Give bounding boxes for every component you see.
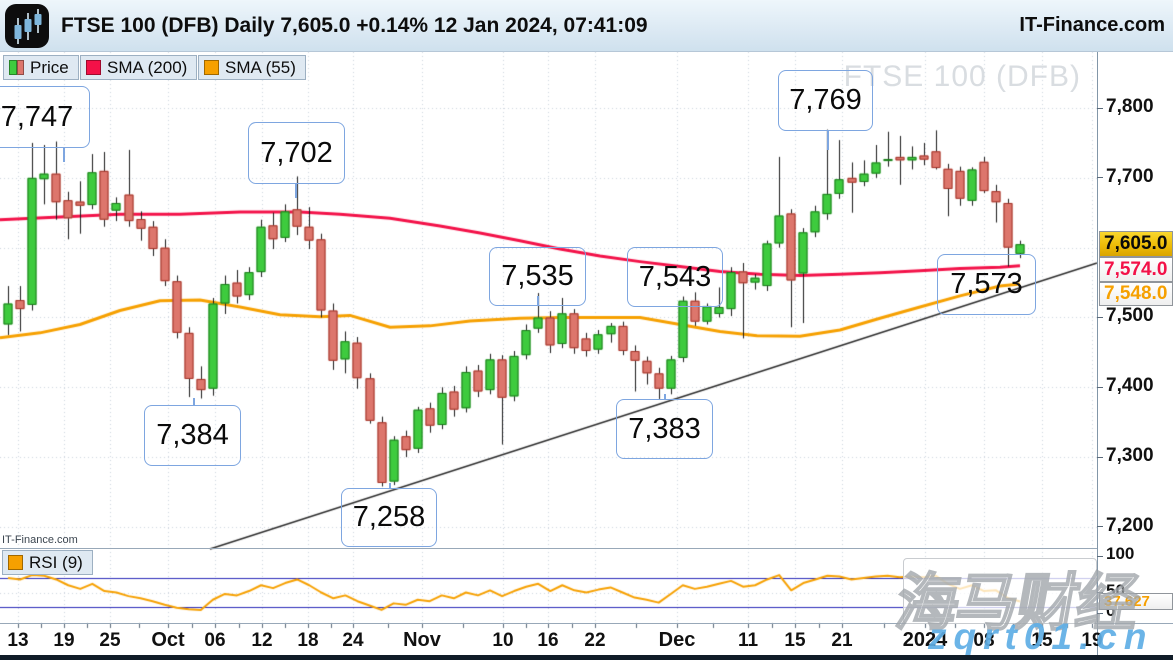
price-callout[interactable]: 7,573 [937, 254, 1036, 315]
price-callout[interactable]: 7,747 [0, 86, 90, 148]
legend-item-rsi[interactable]: RSI (9) [2, 550, 93, 575]
axis-tick [1097, 613, 1103, 614]
axis-tick [1097, 317, 1103, 318]
rsi-axis-label: 0 [1106, 601, 1116, 620]
time-axis-label: 10 [492, 630, 514, 651]
price-axis-label: 7,300 [1106, 445, 1154, 466]
price-axis-label: 7,800 [1106, 96, 1154, 117]
legend-item-price-swatch-icon [9, 60, 24, 75]
legend-item-rsi-swatch-icon [8, 555, 23, 570]
price-callout[interactable]: 7,543 [627, 247, 723, 307]
time-axis-label: 18 [297, 630, 319, 651]
price-axis-label: 7,700 [1106, 166, 1154, 187]
panel-divider-main-rsi[interactable] [0, 548, 1097, 549]
price-axis-line[interactable] [1097, 52, 1098, 656]
time-axis-label: 21 [831, 630, 853, 651]
sma200-value-badge: 7,574.0 [1099, 257, 1173, 282]
time-axis-label: 19 [1081, 630, 1103, 651]
time-axis-label: 16 [537, 630, 559, 651]
time-axis-label: 08 [973, 630, 995, 651]
time-axis-label: 06 [204, 630, 226, 651]
legend-item-sma200-label: SMA (200) [107, 57, 188, 77]
axis-tick [1097, 387, 1103, 388]
price-axis-label: 7,400 [1106, 375, 1154, 396]
url-watermark: zqrt01.cn [928, 616, 1154, 657]
price-axis-label: 7,500 [1106, 305, 1154, 326]
callout-leader-line [63, 148, 65, 162]
time-axis-label: 24 [342, 630, 364, 651]
time-axis-label: 12 [251, 630, 273, 651]
time-axis-label: 15 [784, 630, 806, 651]
time-axis-label: 22 [584, 630, 606, 651]
time-axis-label-major: 2024 [902, 629, 948, 651]
axis-tick [1097, 457, 1103, 458]
axis-tick [1097, 592, 1103, 593]
legend-item-sma55-label: SMA (55) [225, 57, 296, 77]
callout-leader-line [664, 394, 666, 400]
time-axis-label-major: Dec [658, 629, 696, 651]
time-axis-label: 19 [53, 630, 75, 651]
rsi-axis-label: 100 [1106, 544, 1135, 563]
site-watermark: IT-Finance.com [2, 534, 78, 546]
watermark-backdrop [903, 558, 1097, 624]
legend-item-sma55-swatch-icon [204, 60, 219, 75]
time-axis-label: 11 [737, 630, 759, 651]
legend-item-rsi-label: RSI (9) [29, 552, 83, 572]
price-callout[interactable]: 7,384 [144, 405, 241, 466]
legend-item-sma200[interactable]: SMA (200) [80, 55, 198, 80]
legend-item-price-label: Price [30, 57, 69, 77]
last-price-badge: 7,605.0 [1099, 231, 1173, 257]
callout-leader-line [827, 131, 829, 150]
time-axis-label: 13 [7, 630, 29, 651]
legend-item-price[interactable]: Price [3, 55, 79, 80]
price-callout[interactable]: 7,769 [778, 70, 873, 131]
legend-item-sma200-swatch-icon [86, 60, 101, 75]
time-axis-label-major: Oct [151, 629, 185, 651]
price-callout[interactable]: 7,383 [616, 399, 713, 459]
sma55-value-badge: 7,548.0 [1099, 282, 1173, 306]
price-callout[interactable]: 7,702 [248, 122, 345, 184]
legend-item-sma55[interactable]: SMA (55) [198, 55, 306, 80]
axis-tick [1097, 108, 1103, 109]
axis-tick [1097, 526, 1103, 527]
callout-leader-line [295, 184, 297, 198]
rsi-value-badge: 37.627 [1099, 593, 1173, 610]
callout-leader-line [389, 483, 391, 489]
panel-divider-rsi-xaxis [0, 623, 1173, 624]
time-axis-label: 25 [99, 630, 121, 651]
bottom-frame-bar [0, 655, 1173, 660]
callout-leader-line [537, 296, 539, 306]
callout-leader-line [193, 398, 195, 406]
time-axis-label-major: Nov [403, 629, 441, 651]
price-axis-label: 7,200 [1106, 515, 1154, 536]
axis-tick [1097, 556, 1103, 557]
time-axis-label: 15 [1031, 630, 1053, 651]
price-callout[interactable]: 7,258 [341, 488, 437, 547]
axis-tick [1097, 177, 1103, 178]
